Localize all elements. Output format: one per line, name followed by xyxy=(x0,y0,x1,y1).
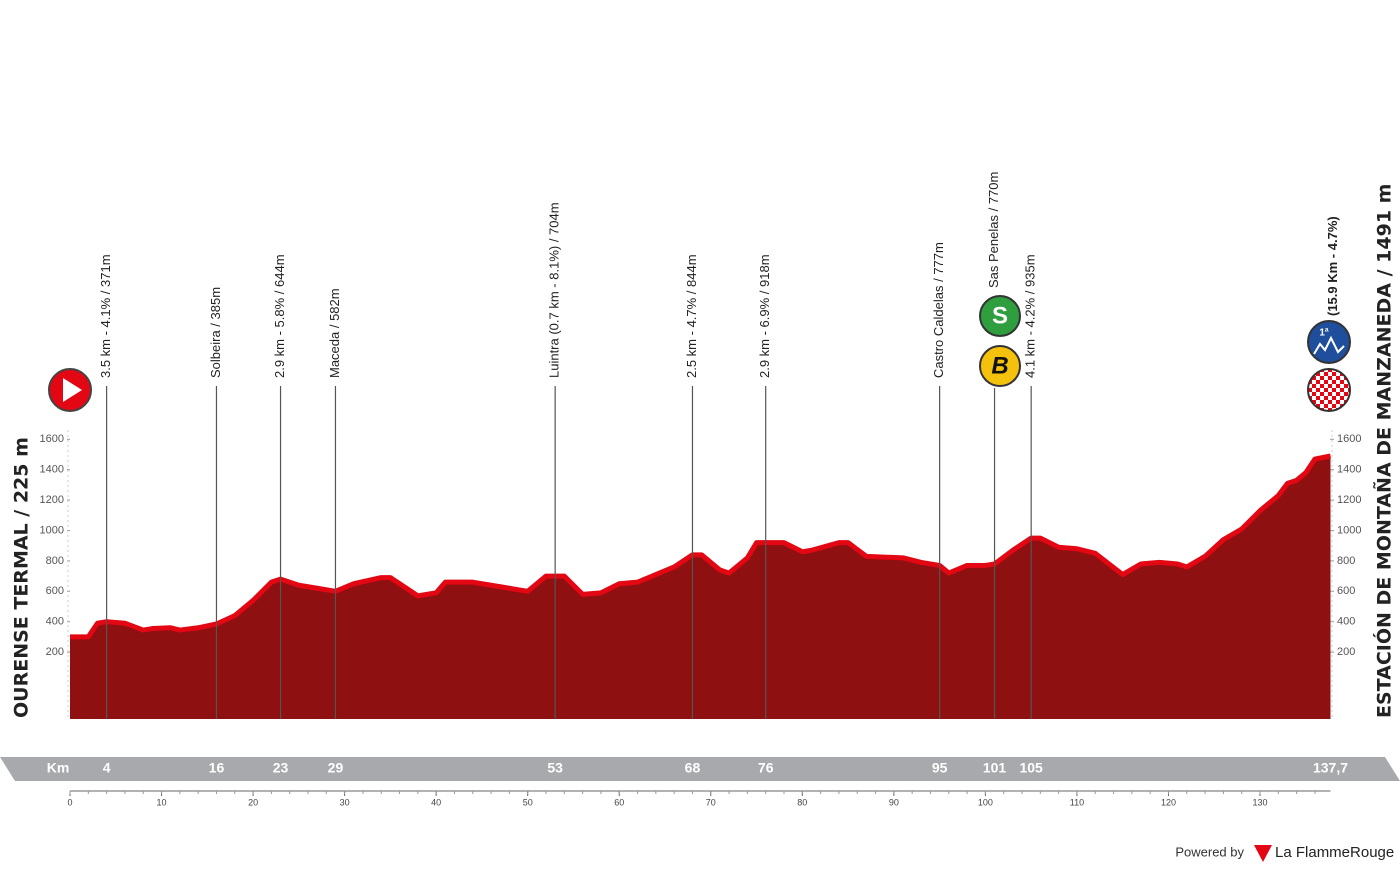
powered-by: Powered by xyxy=(1175,844,1244,859)
km-marker: 105 xyxy=(1019,760,1043,776)
bonus-icon: B xyxy=(979,345,1021,387)
sprint-letter: S xyxy=(992,302,1008,329)
brand: La FlammeRouge xyxy=(1275,844,1394,861)
finish-name: ESTACIÓN DE MONTAÑA DE MANZANEDA / 1491 … xyxy=(1372,184,1396,718)
x-tick-label: 40 xyxy=(431,797,441,807)
x-tick-label: 30 xyxy=(340,797,350,807)
y-tick-label-right: 800 xyxy=(1337,555,1355,567)
y-tick-label-right: 400 xyxy=(1337,616,1355,628)
y-tick-label-right: 200 xyxy=(1337,646,1355,658)
y-tick-label: 400 xyxy=(46,616,64,628)
x-tick-label: 10 xyxy=(157,797,167,807)
elevation-area xyxy=(70,456,1331,719)
x-tick-label: 100 xyxy=(978,797,993,807)
pass-label: 4.1 km - 4.2% / 935m xyxy=(1023,254,1038,378)
y-tick-label-right: 1000 xyxy=(1337,524,1361,536)
y-tick-label-right: 1600 xyxy=(1337,433,1361,445)
y-tick-label-right: 600 xyxy=(1337,585,1355,597)
brand-logo xyxy=(1254,845,1272,862)
sprint-icon: S xyxy=(979,295,1021,337)
x-tick-label: 110 xyxy=(1070,797,1084,807)
x-tick-label: 0 xyxy=(67,797,72,807)
km-marker: 16 xyxy=(209,760,225,776)
pass-label: Castro Caldelas / 777m xyxy=(931,242,946,378)
y-tick-label: 1400 xyxy=(40,464,64,476)
start-icon xyxy=(48,368,92,412)
x-tick-label: 90 xyxy=(889,797,899,807)
x-tick-label: 60 xyxy=(614,797,624,807)
km-marker: 68 xyxy=(685,760,701,776)
km-title: Km xyxy=(47,760,70,776)
x-tick-label: 20 xyxy=(248,797,258,807)
km-marker: 53 xyxy=(547,760,563,776)
elevation-line xyxy=(70,453,1331,640)
y-tick-label: 200 xyxy=(46,646,64,658)
pass-label: (15.9 Km - 4.7%) xyxy=(1325,216,1340,316)
y-tick-label: 600 xyxy=(46,585,64,597)
pass-label: 3.5 km - 4.1% / 371m xyxy=(98,254,113,378)
x-tick-label: 130 xyxy=(1252,797,1267,807)
pass-label: 2.5 km - 4.7% / 844m xyxy=(684,254,699,378)
y-tick-label: 800 xyxy=(46,555,64,567)
y-tick-label-right: 1200 xyxy=(1337,494,1361,506)
km-marker: 76 xyxy=(758,760,774,776)
y-tick-label: 1000 xyxy=(40,524,64,536)
km-marker: 137,7 xyxy=(1313,760,1348,776)
y-tick-label: 1200 xyxy=(40,494,64,506)
x-tick-label: 50 xyxy=(523,797,533,807)
pass-label: 2.9 km - 6.9% / 918m xyxy=(757,254,772,378)
start-name: OURENSE TERMAL / 225 m xyxy=(11,437,33,718)
bonus-letter: B xyxy=(991,352,1008,379)
km-marker: 101 xyxy=(983,760,1007,776)
pass-label: Maceda / 582m xyxy=(327,288,342,378)
pass-label: Sas Penelas / 770m xyxy=(986,172,1001,288)
finish-icon xyxy=(1307,368,1351,412)
y-tick-label: 1600 xyxy=(40,433,64,445)
x-tick-label: 80 xyxy=(797,797,807,807)
x-tick-label: 70 xyxy=(706,797,716,807)
pass-label: Solbeira / 385m xyxy=(208,287,223,378)
x-tick-label: 120 xyxy=(1161,797,1176,807)
km-marker: 23 xyxy=(273,760,289,776)
km-band xyxy=(0,757,1400,781)
pass-label: Luintra (0.7 km - 8.1%) / 704m xyxy=(547,202,562,378)
km-marker: 29 xyxy=(328,760,344,776)
climb-category: 1ª xyxy=(1319,328,1329,339)
climb-icon: 1ª xyxy=(1307,320,1351,364)
y-tick-label-right: 1400 xyxy=(1337,464,1361,476)
pass-label: 2.9 km - 5.8% / 644m xyxy=(272,254,287,378)
km-marker: 95 xyxy=(932,760,948,776)
km-marker: 4 xyxy=(103,760,111,776)
